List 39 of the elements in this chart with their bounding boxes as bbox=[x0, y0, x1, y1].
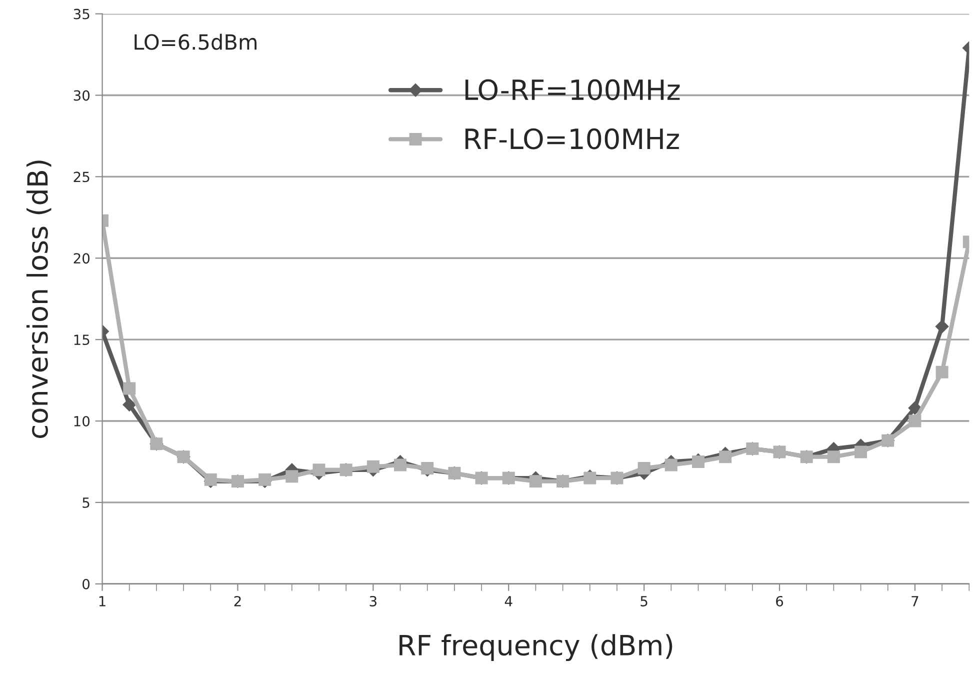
point bbox=[854, 446, 868, 458]
x-axis-title: RF frequency (dBm) bbox=[400, 634, 672, 662]
x-tick-label: 7 bbox=[912, 596, 918, 606]
annotation: LO=6.5dBm bbox=[134, 34, 256, 50]
point bbox=[664, 458, 678, 472]
point bbox=[122, 398, 136, 412]
x-tick-label: 5 bbox=[640, 596, 648, 606]
y-tick-label: 30 bbox=[74, 90, 90, 101]
y-axis-title: conversion loss (dB) bbox=[26, 160, 52, 438]
x-tick-label: 1 bbox=[99, 596, 106, 606]
point bbox=[529, 475, 542, 488]
point bbox=[123, 382, 136, 395]
y-tick-label: 25 bbox=[74, 172, 90, 182]
y-tick-label: 5 bbox=[82, 498, 90, 508]
point bbox=[204, 473, 217, 486]
y-tick-label: 0 bbox=[82, 578, 90, 590]
point bbox=[936, 366, 948, 378]
point bbox=[638, 462, 650, 474]
point bbox=[935, 320, 949, 334]
y-tick-label: 15 bbox=[74, 334, 90, 346]
point bbox=[258, 473, 272, 486]
x-tick-label: 6 bbox=[776, 596, 784, 606]
x-tick-label: 4 bbox=[504, 596, 512, 606]
y-tick-label: 35 bbox=[74, 8, 90, 20]
x-tick-label: 3 bbox=[370, 596, 376, 606]
point bbox=[908, 401, 922, 415]
y-tick-label: 10 bbox=[74, 416, 90, 426]
point bbox=[312, 464, 326, 476]
point bbox=[286, 470, 298, 483]
x-tick-label: 2 bbox=[234, 596, 241, 606]
point bbox=[421, 462, 434, 474]
point bbox=[366, 460, 380, 473]
point bbox=[719, 450, 732, 464]
y-tick-label: 20 bbox=[74, 253, 90, 264]
legend-label: RF-LO=100MHz bbox=[465, 128, 679, 150]
point bbox=[908, 414, 922, 428]
point bbox=[827, 450, 840, 464]
legend-label: LO-RF=100MHz bbox=[465, 79, 680, 100]
point bbox=[394, 458, 407, 472]
